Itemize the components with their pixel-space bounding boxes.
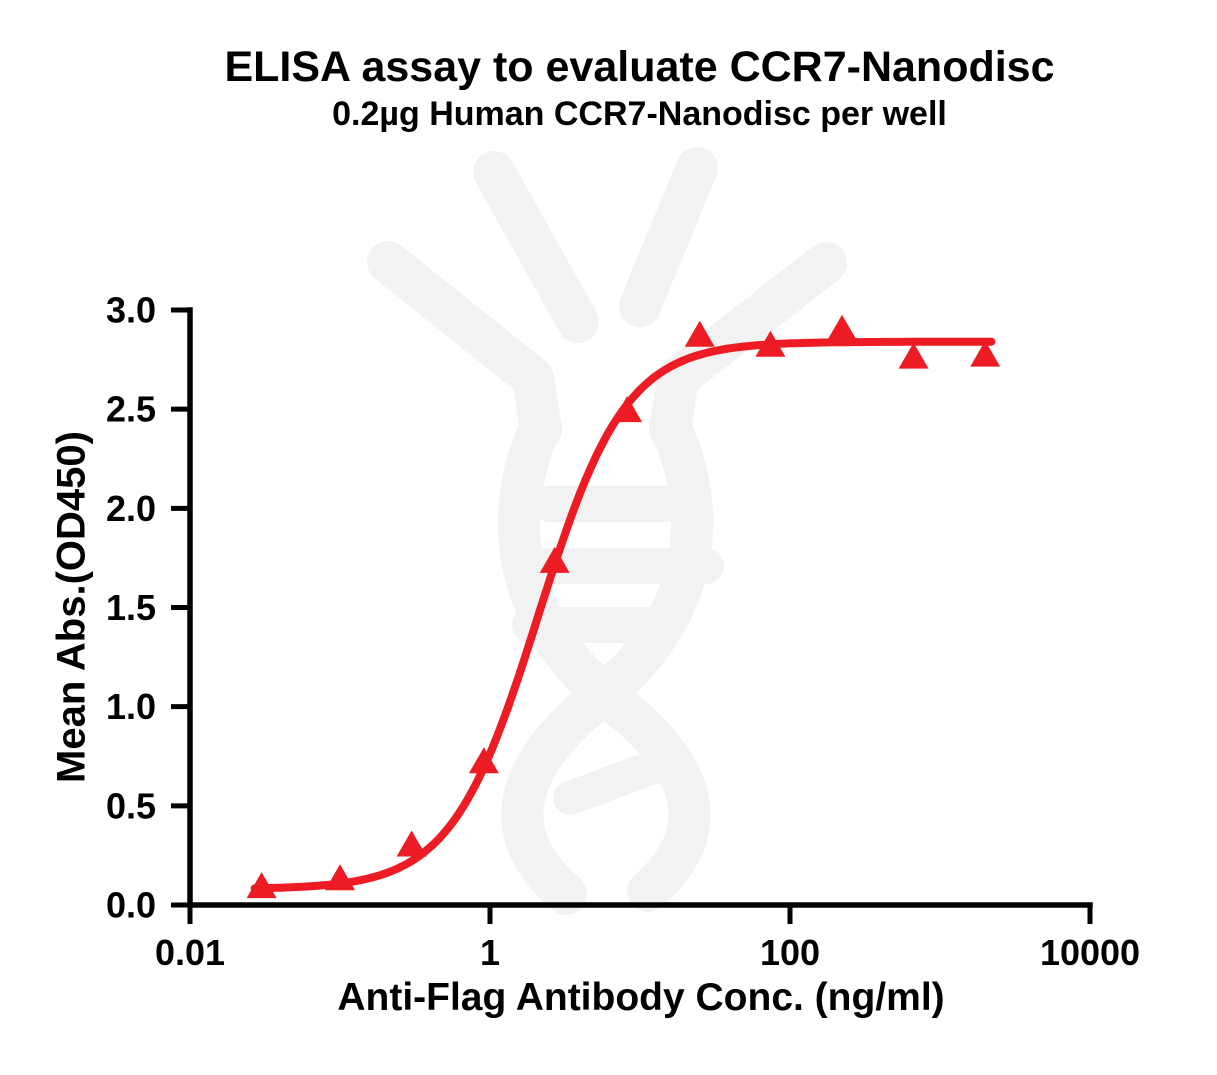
data-point-marker bbox=[755, 330, 786, 357]
y-axis-tick-label: 1.0 bbox=[106, 686, 156, 727]
data-point-marker bbox=[468, 747, 499, 774]
data-point-marker bbox=[827, 314, 857, 341]
x-axis-title: Anti-Flag Antibody Conc. (ng/ml) bbox=[337, 976, 945, 1019]
data-point-marker bbox=[684, 320, 715, 347]
data-point-marker bbox=[396, 830, 427, 857]
data-point-marker bbox=[539, 546, 570, 573]
y-axis-title: Mean Abs.(OD450) bbox=[49, 431, 94, 783]
y-axis-tick-label: 2.5 bbox=[106, 389, 156, 430]
data-point-marker bbox=[246, 872, 277, 899]
x-axis-tick-label: 10000 bbox=[1040, 932, 1140, 973]
chart-title: ELISA assay to evaluate CCR7-Nanodisc bbox=[224, 43, 1055, 91]
axis-frame bbox=[187, 307, 1093, 908]
fit-curve bbox=[250, 337, 996, 893]
y-axis-tick-label: 1.5 bbox=[106, 587, 156, 628]
watermark-arm-inner-left bbox=[473, 151, 599, 343]
y-axis-tick-label: 0.0 bbox=[106, 885, 156, 926]
data-point-marker bbox=[612, 396, 643, 423]
chart-subtitle: 0.2µg Human CCR7-Nanodisc per well bbox=[332, 95, 947, 134]
data-point-marker bbox=[970, 340, 1001, 367]
watermark-helix-rung bbox=[553, 749, 673, 815]
x-axis-tick-label: 0.01 bbox=[155, 932, 225, 973]
y-axis-tick-label: 2.0 bbox=[106, 488, 156, 529]
y-axis-tick-label: 3.0 bbox=[106, 290, 156, 331]
watermark-arm-inner-right bbox=[619, 147, 718, 327]
x-axis-tick-label: 1 bbox=[480, 932, 500, 973]
data-point-marker bbox=[898, 342, 929, 369]
data-point-marker bbox=[325, 864, 355, 891]
y-axis-tick-label: 0.5 bbox=[106, 785, 156, 826]
chart-header: ELISA assay to evaluate CCR7-Nanodisc 0.… bbox=[64, 44, 1215, 133]
x-axis-tick-label: 100 bbox=[760, 932, 820, 973]
